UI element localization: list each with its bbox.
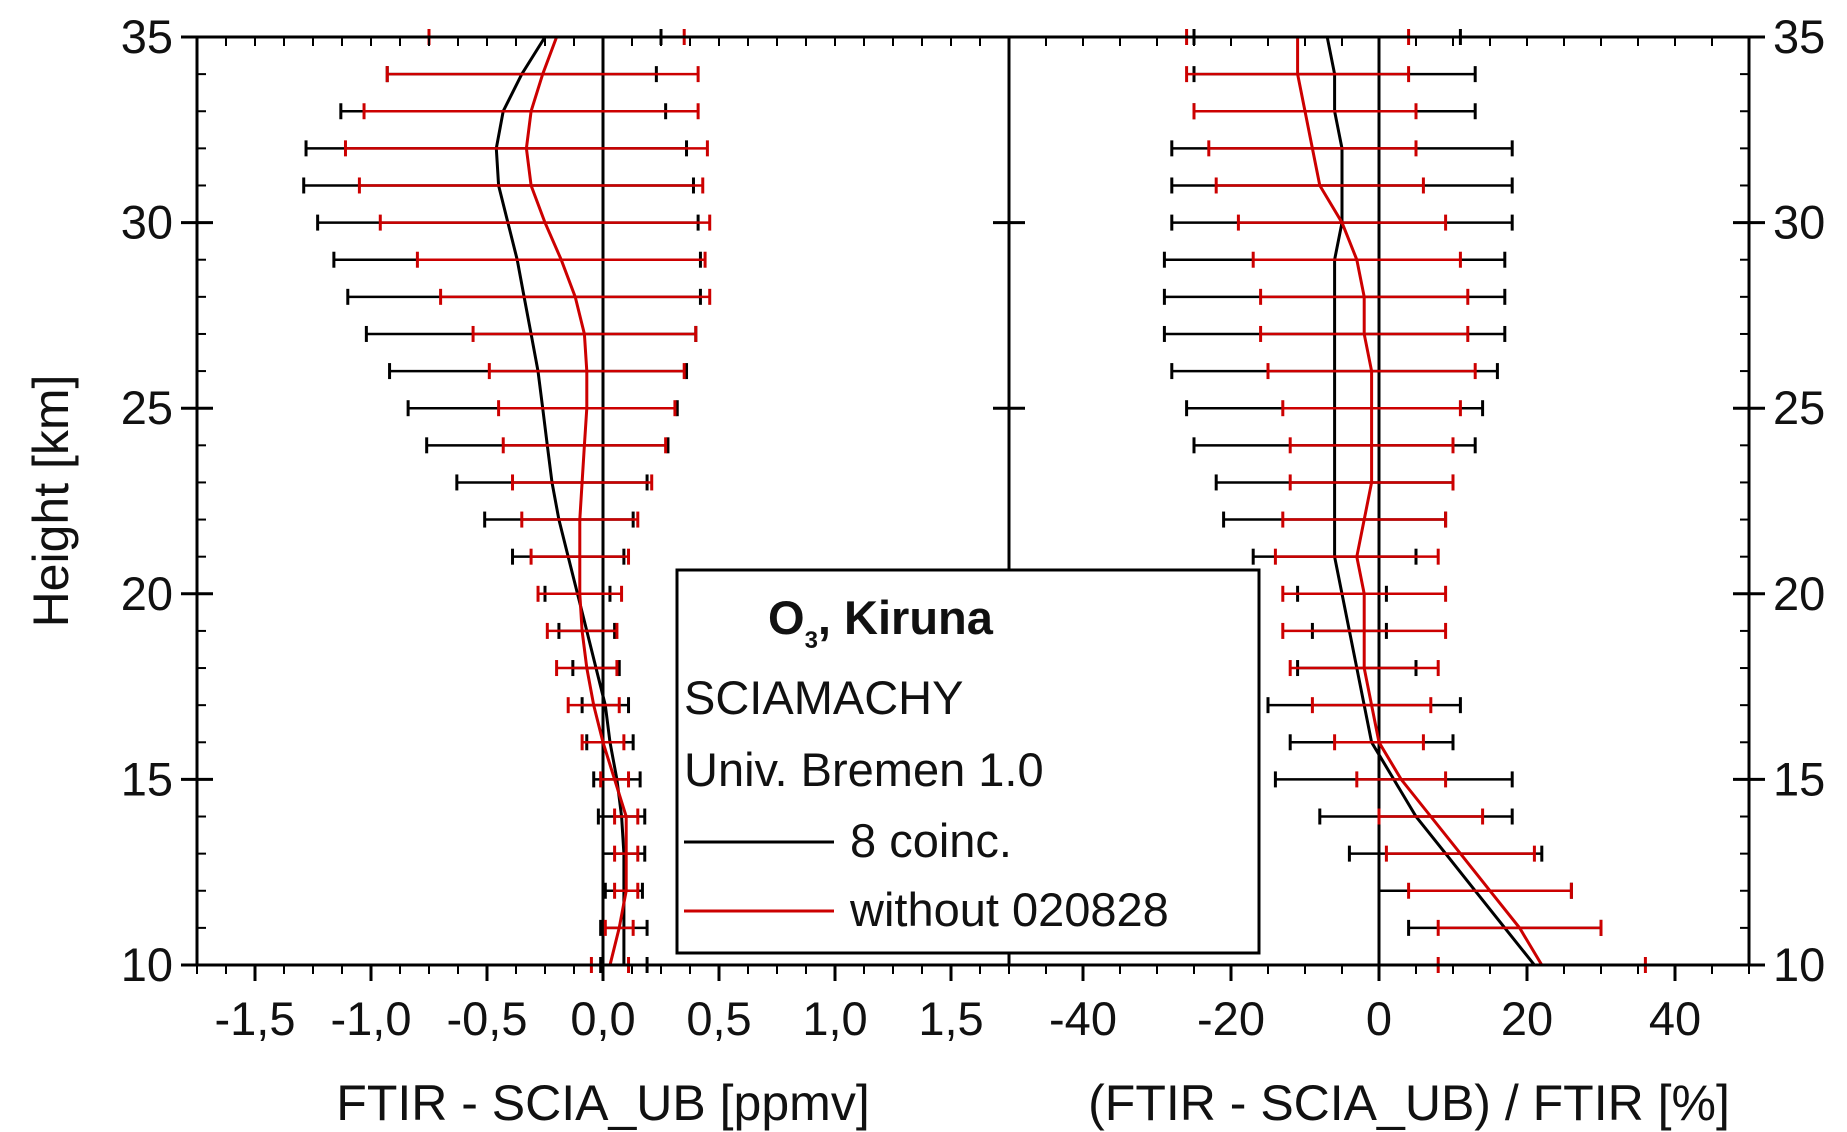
legend-title-subscript: 3 bbox=[805, 627, 818, 654]
right-x-tick-label: 0 bbox=[1366, 992, 1392, 1045]
left-x-axis: -1,5 -1,0 -0,5 0,0 0,5 1,0 1,5 bbox=[196, 37, 1010, 1045]
left-line-without-020828 bbox=[524, 36, 628, 966]
right-y-tick-label: 25 bbox=[1773, 381, 1825, 434]
left-series-without-020828 bbox=[343, 29, 712, 973]
legend-line-version: Univ. Bremen 1.0 bbox=[684, 743, 1044, 796]
right-panel: -40 -20 0 20 40 10 15 20 25 30 35 (FTIR - SCIA_UB… bbox=[1007, 10, 1825, 1131]
right-series-without-020828 bbox=[1185, 29, 1647, 973]
left-y-tick-label: 15 bbox=[121, 752, 173, 805]
y-axis-title: Height [km] bbox=[23, 375, 79, 628]
left-line-8-coinc bbox=[494, 36, 626, 965]
legend-line-instrument: SCIAMACHY bbox=[684, 671, 963, 724]
right-x-tick-label: 40 bbox=[1649, 992, 1701, 1045]
legend-box bbox=[675, 568, 1261, 955]
right-line-8-coinc bbox=[1325, 36, 1536, 966]
right-line-without-020828 bbox=[1296, 37, 1544, 966]
legend-label-8-coinc: 8 coinc. bbox=[850, 814, 1012, 867]
left-y-tick-label: 25 bbox=[121, 381, 173, 434]
right-x-tick-label: -20 bbox=[1197, 992, 1265, 1045]
left-x-tick-label: 1,0 bbox=[802, 992, 867, 1045]
left-y-tick-label: 35 bbox=[121, 10, 173, 63]
right-y-tick-label: 20 bbox=[1773, 567, 1825, 620]
left-y-tick-label: 30 bbox=[121, 196, 173, 249]
legend-title: O3, Kiruna bbox=[768, 591, 994, 654]
right-y-tick-label: 10 bbox=[1773, 938, 1825, 991]
left-y-tick-label: 20 bbox=[121, 567, 173, 620]
right-y-tick-label: 15 bbox=[1773, 752, 1825, 805]
legend-title-suffix: , Kiruna bbox=[818, 591, 994, 644]
legend-label-without-020828: without 020828 bbox=[849, 883, 1169, 936]
left-y-tick-label: 10 bbox=[121, 938, 173, 991]
left-x-tick-label: -1,0 bbox=[331, 992, 412, 1045]
right-x-axis: -40 -20 0 20 40 bbox=[1008, 37, 1750, 1045]
left-x-tick-label: 0,5 bbox=[686, 992, 751, 1045]
right-x-axis-title: (FTIR - SCIA_UB) / FTIR [%] bbox=[1088, 1075, 1730, 1131]
right-y-tick-label: 30 bbox=[1773, 196, 1825, 249]
right-x-tick-label: -40 bbox=[1049, 992, 1117, 1045]
left-x-tick-label: -0,5 bbox=[447, 992, 528, 1045]
left-x-axis-title: FTIR - SCIA_UB [ppmv] bbox=[336, 1075, 869, 1131]
legend: O3, Kiruna SCIAMACHY Univ. Bremen 1.0 8 … bbox=[675, 568, 1261, 955]
left-x-tick-label: 0,0 bbox=[570, 992, 635, 1045]
left-x-tick-label: 1,5 bbox=[918, 992, 983, 1045]
right-y-axis: 10 15 20 25 30 35 bbox=[1733, 10, 1825, 991]
legend-title-prefix: O bbox=[768, 591, 805, 644]
left-series-8-coinc bbox=[302, 29, 702, 973]
left-x-tick-label: -1,5 bbox=[215, 992, 296, 1045]
right-x-tick-label: 20 bbox=[1501, 992, 1553, 1045]
right-y-tick-label: 35 bbox=[1773, 10, 1825, 63]
